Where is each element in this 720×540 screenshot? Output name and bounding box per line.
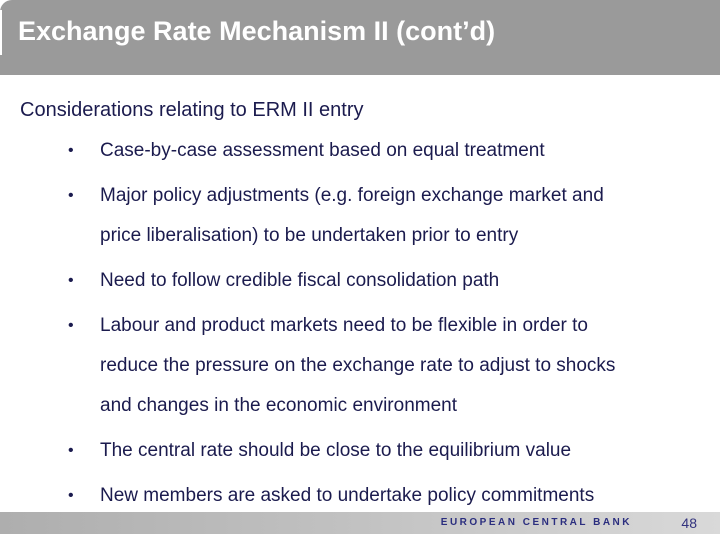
bullet-text: Labour and product markets need to be fl…	[100, 306, 702, 426]
page-number: 48	[681, 515, 697, 531]
page-title: Exchange Rate Mechanism II (cont’d)	[18, 16, 496, 46]
bullet-item: • Major policy adjustments (e.g. foreign …	[20, 176, 702, 256]
bullet-list: • Case-by-case assessment based on equal …	[20, 131, 702, 516]
bullet-text-line: Labour and product markets need to be fl…	[100, 315, 588, 336]
ecb-wordmark: EUROPEAN CENTRAL BANK	[440, 517, 632, 528]
bullet-item: • Need to follow credible fiscal consolid…	[20, 261, 702, 301]
bullet-text-line: reduce the pressure on the exchange rate…	[100, 355, 616, 376]
bullet-item: • New members are asked to undertake poli…	[20, 476, 702, 516]
subheading: Considerations relating to ERM II entry	[20, 99, 364, 121]
slide-body: Considerations relating to ERM II entry …	[20, 75, 702, 521]
bullet-marker-icon: •	[68, 187, 74, 204]
header-bar: Exchange Rate Mechanism II (cont’d)	[0, 0, 720, 75]
bullet-text: New members are asked to undertake polic…	[100, 476, 702, 516]
bullet-text: Major policy adjustments (e.g. foreign e…	[100, 176, 702, 256]
bullet-text-line: Case-by-case assessment based on equal t…	[100, 140, 545, 161]
bullet-item: • The central rate should be close to the…	[20, 431, 702, 471]
bullet-text: Case-by-case assessment based on equal t…	[100, 131, 702, 171]
bullet-item: • Labour and product markets need to be f…	[20, 306, 702, 426]
bullet-text-line: The central rate should be close to the …	[100, 440, 572, 461]
bullet-marker-icon: •	[68, 142, 74, 159]
bullet-marker-icon: •	[68, 272, 74, 289]
bullet-item: • Case-by-case assessment based on equal …	[20, 131, 702, 171]
bullet-text-line: Need to follow credible fiscal consolida…	[100, 270, 500, 291]
bullet-marker-icon: •	[68, 442, 74, 459]
bullet-text: Need to follow credible fiscal consolida…	[100, 261, 702, 301]
footer-bar: EUROPEAN CENTRAL BANK 48	[0, 512, 720, 534]
bullet-text-line: price liberalisation) to be undertaken p…	[100, 225, 519, 246]
bullet-text-line: Major policy adjustments (e.g. foreign e…	[100, 185, 604, 206]
bullet-marker-icon: •	[68, 487, 74, 504]
bullet-text-line: New members are asked to undertake polic…	[100, 485, 595, 506]
bullet-text: The central rate should be close to the …	[100, 431, 702, 471]
bullet-marker-icon: •	[68, 317, 74, 334]
bullet-text-line: and changes in the economic environment	[100, 395, 458, 416]
